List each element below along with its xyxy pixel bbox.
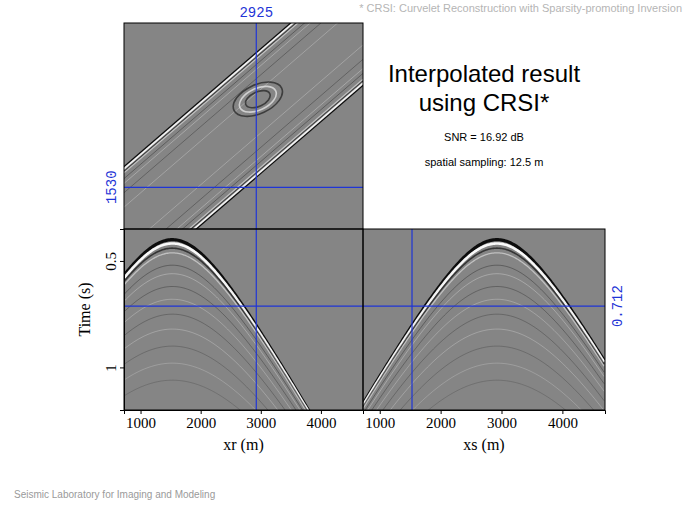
axis-line — [120, 230, 125, 411]
seismic-event — [243, 87, 273, 111]
tick: 1000 — [365, 410, 395, 431]
tick-mark — [141, 410, 142, 414]
tick: 4000 — [306, 410, 336, 431]
seismic-event — [124, 23, 363, 171]
seismic-event — [124, 23, 363, 173]
tick-mark — [321, 410, 322, 414]
crosshair-line — [363, 305, 605, 306]
tick: 3000 — [246, 410, 276, 431]
seismic-event — [124, 23, 363, 168]
seismic-event — [124, 79, 363, 229]
tick-label: 4000 — [548, 415, 578, 431]
seismic-event — [124, 23, 363, 183]
seismic-event — [363, 286, 604, 410]
tick-label: 2000 — [426, 415, 456, 431]
slice-label: 2925 — [239, 5, 273, 21]
panel-time-slice — [124, 23, 363, 229]
title: Interpolated resultusing CRSI* — [388, 60, 580, 116]
seismic-event — [124, 274, 362, 410]
seismic-event — [363, 314, 604, 410]
tick-label: 4000 — [306, 415, 336, 431]
tick: 3000 — [487, 410, 517, 431]
seismic-event — [124, 23, 363, 207]
annotation: spatial sampling: 12.5 m — [425, 156, 544, 168]
tick-mark — [502, 410, 503, 414]
tick-mark — [201, 410, 202, 414]
seismic-event — [363, 363, 604, 410]
tick-label: 1000 — [365, 415, 395, 431]
tick: 2000 — [426, 410, 456, 431]
seismic-event — [124, 363, 362, 410]
panel-frame — [363, 229, 605, 410]
source: Seismic Laboratory for Imaging and Model… — [14, 489, 215, 500]
seismic-event — [124, 380, 362, 410]
tick: 2000 — [186, 410, 216, 431]
crosshair-line — [256, 229, 257, 410]
seismic-event — [124, 314, 362, 410]
seismic-event — [363, 274, 604, 410]
slice-label: 1530 — [104, 170, 120, 204]
x-axis: 1000 2000 3000 4000 — [125, 410, 364, 431]
x-axis-title: xr (m) — [223, 436, 263, 454]
panel-shot-gather — [124, 229, 363, 410]
seismic-event — [124, 240, 362, 410]
crosshair-line — [256, 23, 257, 229]
tick-label: 2000 — [186, 415, 216, 431]
axis-line — [364, 411, 606, 415]
tick-mark — [120, 261, 124, 262]
seismic-event — [124, 286, 362, 410]
axis-line — [125, 411, 364, 415]
footnote: * CRSI: Curvelet Reconstruction with Spa… — [359, 2, 682, 14]
x-axis: 1000 2000 3000 4000 — [364, 410, 606, 431]
tick: 4000 — [548, 410, 578, 431]
seismic-event — [124, 253, 362, 410]
seismic-event — [124, 248, 362, 410]
x-axis-title: xs (m) — [463, 436, 504, 454]
tick-label: 1000 — [126, 415, 156, 431]
crosshair-line — [411, 229, 412, 410]
seismic-event — [124, 69, 363, 229]
seismic-event — [124, 346, 362, 410]
seismic-event — [124, 73, 363, 229]
panel-frame — [124, 229, 363, 410]
tick: 1000 — [126, 410, 156, 431]
crosshair-line — [124, 187, 363, 188]
tick-mark — [261, 410, 262, 414]
tick-mark — [441, 410, 442, 414]
panel-receiver-gather — [363, 229, 605, 410]
seismic-event — [124, 23, 363, 193]
tick-mark — [380, 410, 381, 414]
panel-background — [124, 23, 363, 229]
seismic-event — [235, 81, 280, 117]
y-axis-title: Time (s) — [76, 282, 94, 336]
seismic-event — [228, 75, 288, 123]
seismic-event — [124, 23, 363, 179]
seismic-event — [124, 265, 362, 410]
figure: 10002000300040000.51xr (m)Time (s)100020… — [0, 0, 688, 506]
tick-label: 3000 — [487, 415, 517, 431]
tick-mark — [562, 410, 563, 414]
tick-label: 0.5 — [103, 252, 119, 271]
slice-label: 0.712 — [610, 285, 626, 327]
seismic-event — [124, 45, 363, 229]
panel-frame — [124, 23, 363, 229]
panel-background — [124, 229, 363, 410]
crosshair-line — [124, 305, 363, 306]
seismic-event — [124, 59, 363, 229]
seismic-event — [363, 346, 604, 410]
seismic-event — [363, 380, 604, 410]
seismic-event — [124, 81, 363, 229]
seismic-event — [124, 84, 363, 229]
annotation: SNR = 16.92 dB — [444, 131, 524, 143]
tick-label: 1 — [103, 364, 119, 372]
panel-background — [363, 229, 605, 410]
tick-label: 3000 — [246, 415, 276, 431]
tick-mark — [120, 367, 124, 368]
tick: 1 — [103, 364, 124, 372]
tick: 0.5 — [103, 252, 124, 271]
y-axis: 0.51 — [103, 230, 125, 411]
